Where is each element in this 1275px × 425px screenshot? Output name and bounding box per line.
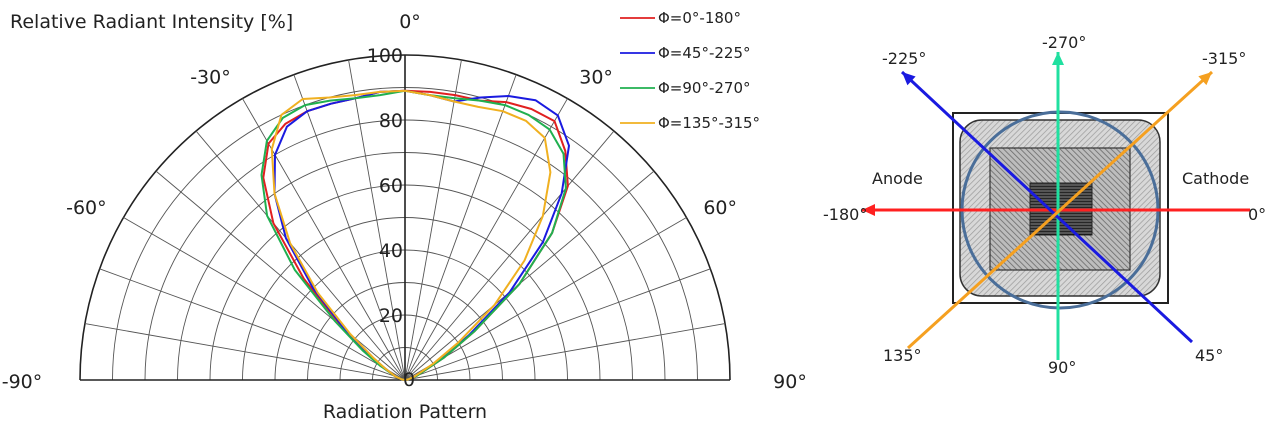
axis-135-minus315-arrow <box>906 70 1214 350</box>
grid-spoke <box>404 170 655 381</box>
radial-tick-labels: 0 20 40 60 80 100 <box>367 45 415 391</box>
radial-tick-label: 60 <box>379 175 403 197</box>
grid-spoke <box>404 74 517 381</box>
grid-spoke <box>404 323 726 381</box>
radial-tick-label: 100 <box>367 45 403 67</box>
label-minus270-deg: -270° <box>1042 33 1086 52</box>
angle-tick-label: 90° <box>773 371 807 393</box>
grid-spoke <box>155 170 406 381</box>
legend-label: Φ=45°-225° <box>658 44 751 62</box>
angle-tick-label: -60° <box>66 197 107 219</box>
grid-spoke <box>404 98 568 381</box>
grid-spoke <box>242 98 406 381</box>
grid-spoke <box>404 130 615 381</box>
x-axis-label: Radiation Pattern <box>323 401 487 423</box>
radial-tick-label: 40 <box>379 240 403 262</box>
grid-spoke <box>293 74 406 381</box>
package-orientation-diagram: Anode Cathode 0° -180° -270° 90° -225° -… <box>823 33 1266 377</box>
grid-spoke <box>404 59 462 381</box>
series-line-4 <box>270 89 552 381</box>
label-anode: Anode <box>872 169 923 188</box>
legend: Φ=0°-180° Φ=45°-225° Φ=90°-270° Φ=135°-315° <box>620 9 760 132</box>
label-135-deg: 135° <box>883 346 922 365</box>
angle-tick-label: 0° <box>399 11 421 33</box>
grid-spoke <box>84 323 406 381</box>
legend-label: Φ=135°-315° <box>658 114 760 132</box>
series-line-3 <box>260 89 567 381</box>
angle-tick-label: 30° <box>579 67 613 89</box>
axis-90-minus270-arrow-head <box>1052 52 1064 65</box>
axis-0-minus180-arrow-head <box>862 204 875 216</box>
label-0-deg: 0° <box>1248 205 1266 224</box>
label-90-deg: 90° <box>1048 358 1076 377</box>
label-cathode: Cathode <box>1182 169 1249 188</box>
angle-tick-labels: -90° -60° -30° 0° 30° 60° 90° <box>2 11 807 393</box>
angle-tick-label: -90° <box>2 371 43 393</box>
label-45-deg: 45° <box>1195 346 1223 365</box>
grid-spoke <box>404 268 711 381</box>
orientation-axes <box>862 52 1250 360</box>
axis-135-minus315-arrow-head <box>1198 72 1212 86</box>
grid-spoke <box>195 130 406 381</box>
label-minus225-deg: -225° <box>882 49 926 68</box>
angle-tick-label: 60° <box>703 197 737 219</box>
axis-45-minus225-arrow-head <box>902 72 916 86</box>
angle-tick-label: -30° <box>190 67 231 89</box>
chart-title: Relative Radiant Intensity [%] <box>10 11 293 33</box>
axis-45-minus225-arrow <box>900 70 1194 344</box>
grid-spoke <box>123 217 406 381</box>
radiation-pattern-chart: 0 20 40 60 80 100 -90° -60° -30° 0° 30° 60° 90° Rel… <box>2 9 807 423</box>
label-minus315-deg: -315° <box>1202 49 1246 68</box>
grid-spoke <box>404 217 687 381</box>
series-line-1 <box>262 89 569 381</box>
polar-grid <box>79 54 731 381</box>
radial-tick-label: 0 <box>403 369 415 391</box>
legend-label: Φ=0°-180° <box>658 9 741 27</box>
series-lines <box>260 89 570 381</box>
radial-tick-label: 20 <box>379 305 403 327</box>
legend-label: Φ=90°-270° <box>658 79 751 97</box>
grid-spoke <box>99 268 406 381</box>
label-minus180-deg: -180° <box>823 205 867 224</box>
radial-tick-label: 80 <box>379 110 403 132</box>
grid-spoke <box>348 59 406 381</box>
